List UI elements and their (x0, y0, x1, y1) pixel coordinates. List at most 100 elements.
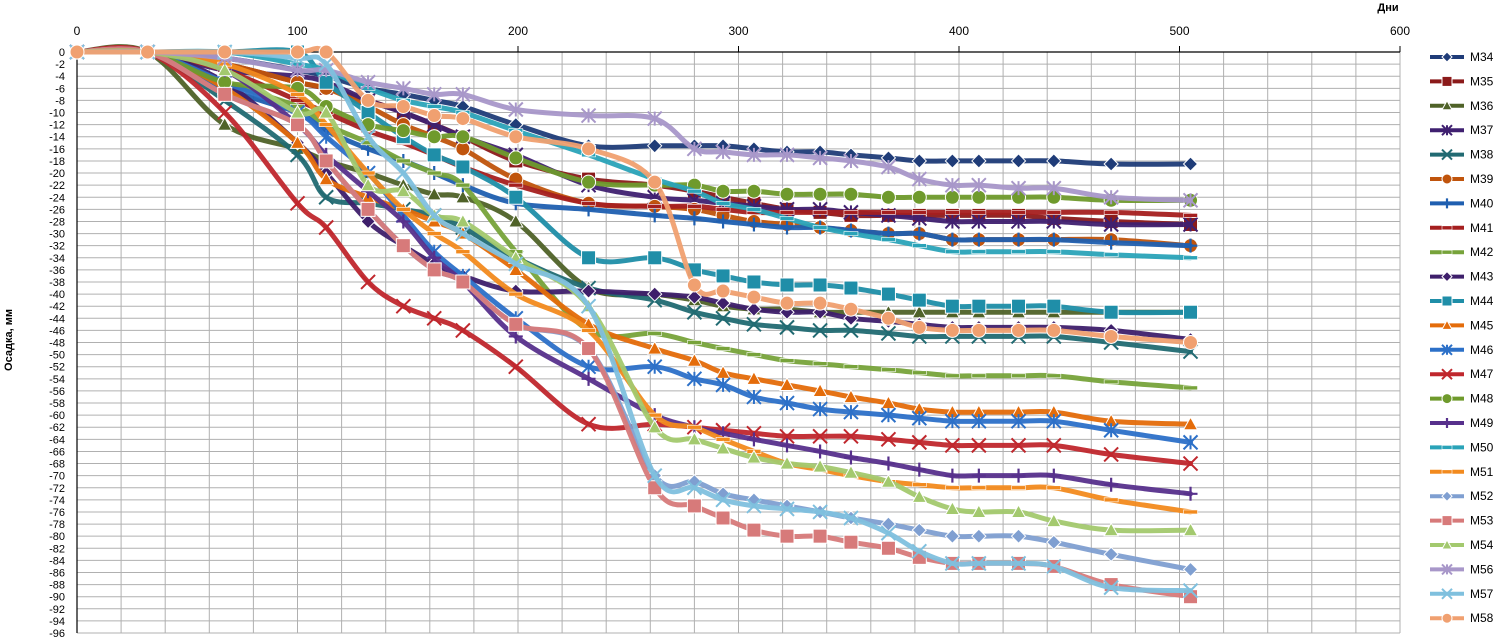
point-M44 (426, 147, 442, 163)
point-M58 (290, 44, 305, 60)
legend-item-M34: M34 (1430, 50, 1494, 64)
point-M40 (912, 226, 927, 241)
point-M45 (843, 388, 859, 404)
point-M47 (289, 195, 306, 212)
point-M51 (426, 231, 442, 236)
point-M54 (289, 104, 306, 119)
point-M42 (881, 367, 896, 373)
y-tick-label: -76 (49, 507, 65, 519)
point-M42 (426, 170, 442, 176)
point-M54 (944, 500, 961, 516)
point-M48 (581, 174, 597, 190)
point-M51 (1011, 485, 1026, 491)
point-M48 (880, 189, 896, 205)
y-tick-label: -18 (49, 156, 65, 168)
x-tick-label: 300 (728, 24, 748, 38)
point-M44 (944, 298, 960, 314)
legend-item-M57: M57 (1430, 587, 1494, 601)
point-M53 (318, 153, 334, 169)
point-M40 (945, 232, 960, 247)
point-M57 (880, 525, 897, 541)
y-tick-label: -38 (49, 277, 65, 289)
y-tick-label: -56 (49, 386, 65, 398)
point-M50 (746, 207, 762, 212)
point-M43 (746, 301, 762, 317)
point-M42 (843, 364, 859, 370)
point-M50 (945, 249, 960, 255)
legend-label: M53 (1470, 514, 1494, 528)
point-M58 (971, 322, 987, 338)
legend-marker-M52 (1441, 490, 1453, 502)
legend-marker-M40 (1442, 198, 1452, 209)
point-M48 (508, 150, 524, 166)
point-M48 (944, 189, 960, 205)
point-M58 (426, 108, 442, 124)
y-tick-label: -54 (49, 374, 65, 386)
point-M57 (1046, 558, 1062, 575)
point-M41 (1011, 210, 1026, 215)
legend-marker-M44 (1441, 295, 1453, 307)
point-M57 (843, 510, 859, 526)
point-M54 (686, 431, 703, 446)
legend-marker-M53 (1441, 515, 1453, 527)
legend-label: M47 (1470, 367, 1494, 381)
legend-item-M41: M41 (1430, 221, 1494, 235)
point-M57 (647, 467, 663, 484)
legend-item-M35: M35 (1430, 74, 1494, 88)
legend-label: M51 (1470, 465, 1494, 479)
point-M44 (971, 298, 987, 314)
legend-item-M49: M49 (1430, 416, 1494, 430)
point-M58 (686, 277, 702, 293)
point-M49 (1183, 486, 1198, 501)
point-M58 (1103, 328, 1119, 344)
point-M54 (1045, 513, 1062, 528)
x-tick-label: 600 (1390, 24, 1410, 38)
point-M46 (580, 359, 597, 375)
series-M45 (69, 43, 1199, 431)
point-M48 (395, 123, 411, 139)
point-M57 (715, 492, 731, 508)
legend-label: M52 (1470, 489, 1494, 503)
legend: M34 M35 M36 M37 M38 M39 M40 M41 M42 M43 M44 M45 M46 M… (1430, 50, 1494, 625)
point-M47 (812, 428, 828, 445)
point-M43 (715, 295, 731, 311)
point-M48 (843, 186, 859, 202)
point-M54 (843, 464, 859, 479)
point-M49 (1011, 468, 1026, 483)
series-M58 (69, 44, 1199, 350)
legend-marker-M46 (1441, 344, 1453, 356)
point-M56 (455, 86, 471, 103)
point-M40 (746, 217, 761, 232)
legend-item-M56: M56 (1430, 562, 1494, 576)
y-tick-label: -26 (49, 204, 65, 216)
y-tick-label: -16 (49, 144, 65, 156)
point-M57 (911, 543, 928, 560)
y-tick-label: -36 (49, 265, 65, 277)
y-tick-label: -66 (49, 446, 65, 458)
legend-item-M47: M47 (1430, 367, 1494, 381)
point-M47 (911, 434, 928, 451)
point-M41 (971, 210, 987, 215)
y-axis-title: Осадка, мм (3, 309, 15, 371)
point-M49 (971, 468, 986, 483)
point-M57 (580, 298, 597, 314)
point-M56 (1182, 192, 1199, 208)
point-M34 (971, 153, 987, 169)
point-M49 (912, 462, 927, 477)
y-tick-label: -88 (49, 580, 65, 592)
point-M57 (508, 256, 524, 272)
point-M57 (971, 555, 987, 572)
point-M51 (971, 485, 987, 491)
legend-label: M49 (1470, 416, 1494, 430)
point-M49 (1104, 477, 1119, 492)
point-M46 (746, 389, 762, 405)
point-M37 (1010, 213, 1027, 230)
legend-item-M39: M39 (1430, 172, 1494, 186)
y-tick-label: -6 (55, 83, 65, 95)
point-M42 (746, 352, 762, 357)
legend-marker-M51 (1441, 469, 1453, 475)
y-tick-label: 0 (59, 47, 65, 59)
point-M42 (1183, 385, 1198, 391)
point-M42 (687, 340, 702, 345)
